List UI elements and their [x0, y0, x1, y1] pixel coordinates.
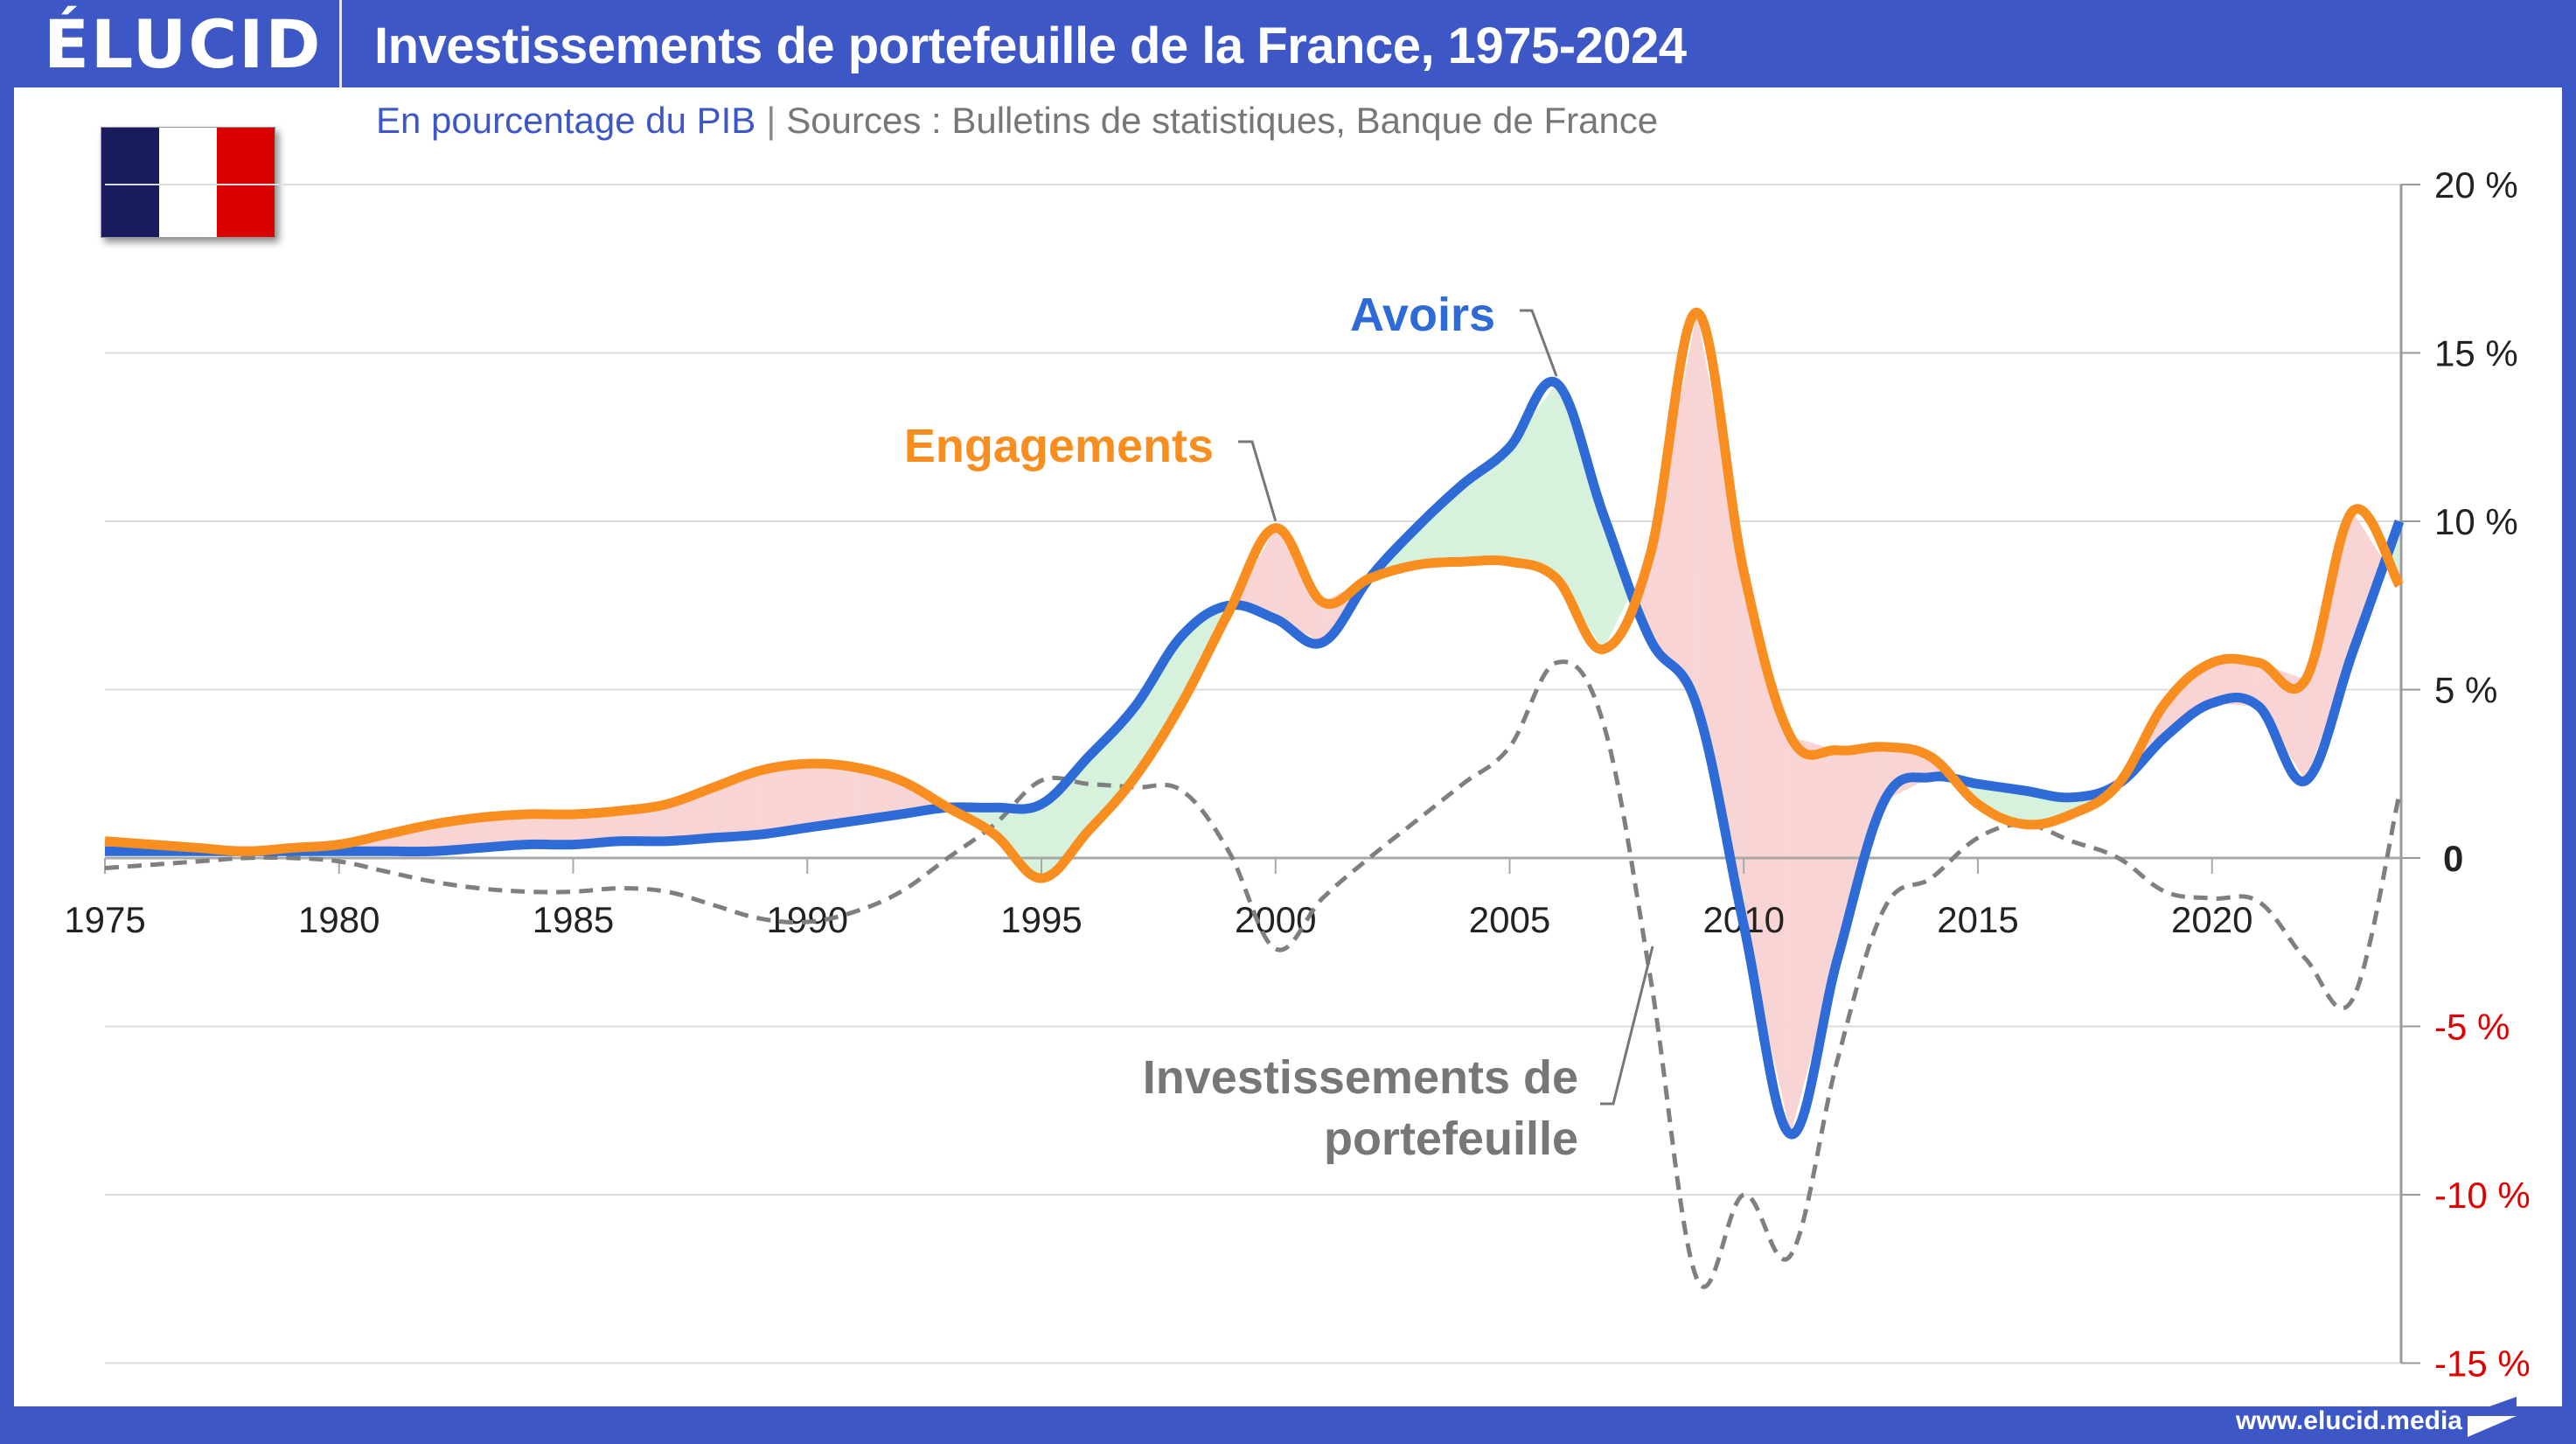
chart-title: Investissements de portefeuille de la Fr…: [374, 17, 1687, 74]
fill-area-avoirs-above: [994, 804, 1041, 879]
x-tick-label: 1975: [64, 899, 145, 940]
y-tick-label: 15 %: [2434, 333, 2518, 374]
label-engagements: Engagements: [904, 420, 1214, 472]
fill-area-avoirs-above: [1978, 784, 2025, 825]
x-tick-label: 1985: [533, 899, 614, 940]
label-avoirs: Avoirs: [1350, 289, 1495, 341]
fill-area-avoirs-above: [1556, 383, 1604, 650]
header-bar: ÉLUCID Investissements de portefeuille d…: [0, 0, 2576, 87]
fill-area-engagements-above: [1275, 527, 1323, 643]
x-tick-label: 2020: [2171, 899, 2252, 940]
series-line-avoirs: [105, 376, 2405, 1140]
fill-area-engagements-above: [479, 813, 526, 848]
label-investissements-line2: portefeuille: [1324, 1113, 1578, 1165]
y-tick-label: 5 %: [2434, 670, 2497, 711]
subtitle-separator: |: [766, 100, 776, 141]
y-tick-label: 0: [2443, 838, 2463, 879]
y-tick-label: -5 %: [2434, 1007, 2510, 1048]
fill-area-engagements-above: [573, 811, 621, 845]
elucid-logo[interactable]: ÉLUCID: [44, 5, 323, 83]
x-tick-label: 1980: [298, 899, 379, 940]
annotations: Avoirs Engagements Investissements de porte…: [904, 289, 1654, 1165]
fill-area-engagements-above: [1696, 312, 1744, 925]
gridlines: [105, 184, 2401, 1364]
x-tick-label: 2015: [1937, 899, 2018, 940]
leader-line-avoirs: [1520, 309, 1558, 377]
fill-area-engagements-above: [2165, 662, 2212, 737]
leader-line-investissements: [1600, 945, 1654, 1106]
flag-red-stripe: [217, 128, 275, 237]
header-divider: [339, 0, 342, 87]
elucid-footer-icon: [2468, 1397, 2517, 1437]
fill-area-avoirs-above: [1041, 757, 1089, 879]
chart-subtitle: En pourcentage du PIB | Sources : Bulletin…: [376, 96, 1658, 145]
france-flag-icon: [101, 127, 275, 238]
fill-area-engagements-above: [1231, 527, 1276, 619]
fill-area-engagements-above: [526, 813, 574, 845]
fill-area-engagements-above: [760, 764, 808, 835]
x-tick-label: 1990: [767, 899, 848, 940]
x-tick-label: 2000: [1235, 899, 1316, 940]
fill-area-engagements-above: [1790, 736, 1838, 1134]
source-label: Sources : Bulletins de statistiques, Ban…: [786, 100, 1659, 141]
flag-blue-stripe: [101, 128, 159, 237]
fill-area-engagements-above: [807, 764, 854, 828]
fill-area-avoirs-above: [1416, 484, 1463, 566]
y-tick-label: -10 %: [2434, 1175, 2531, 1216]
series-lines: [104, 307, 2405, 1289]
flag-white-stripe: [159, 128, 217, 237]
axes: 20 % 15 % 10 % 5 % 0 -5 % -10 % -15 % 1975 1980 19…: [64, 164, 2530, 1385]
fill-area-engagements-above: [2305, 511, 2353, 781]
y-tick-label: 20 %: [2434, 164, 2518, 206]
footer-url-link[interactable]: www.elucid.media: [2236, 1406, 2462, 1435]
fill-between-areas: [105, 312, 2399, 1134]
y-tick-label: -15 %: [2434, 1343, 2531, 1385]
fill-area-avoirs-above: [1088, 706, 1136, 832]
series-line-engagements: [104, 307, 2404, 883]
label-investissements-line1: Investissements de: [1143, 1051, 1578, 1104]
series-line-investissements: [104, 659, 2402, 1289]
leader-line-engagements: [1238, 440, 1278, 522]
x-tick-label: 2005: [1469, 899, 1550, 940]
fill-area-engagements-above: [1650, 312, 1697, 707]
fill-area-avoirs-above: [1135, 635, 1182, 778]
y-tick-label: 10 %: [2434, 501, 2518, 542]
unit-label: En pourcentage du PIB: [376, 100, 756, 141]
x-tick-label: 1995: [1000, 899, 1082, 940]
